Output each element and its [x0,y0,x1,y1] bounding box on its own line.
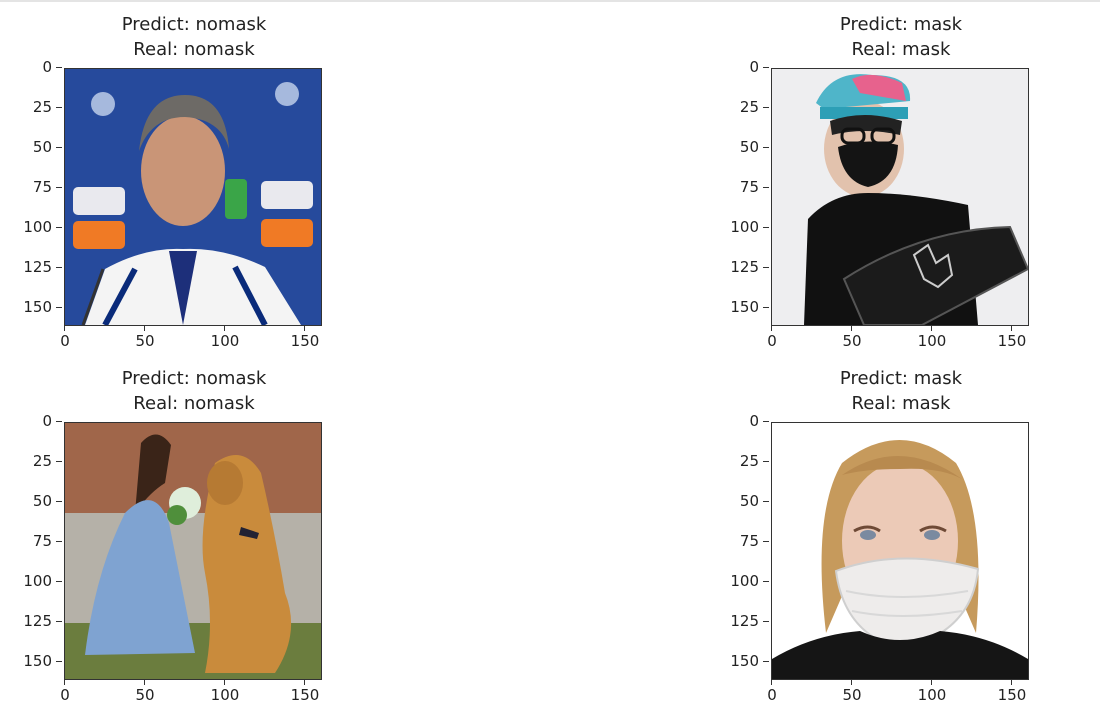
panel-title: Predict: nomask Real: nomask [64,366,324,416]
figure-panel-1: Predict: nomask Real: nomask 0 25 50 75 100 1… [23,12,324,350]
image-axes [771,68,1029,326]
figure-panel-2: Predict: mask Real: mask 0 25 50 75 100 125 15… [730,12,1031,350]
y-tick-label: 50 [715,492,769,510]
x-tick-label: 50 [832,326,872,350]
figure-panel-4: Predict: mask Real: mask 0 25 50 75 100 125 15… [730,366,1031,704]
predict-label: Predict: nomask [121,368,267,389]
y-tick-label: 25 [8,452,62,470]
panel-title: Predict: nomask Real: nomask [64,12,324,62]
x-tick-label: 100 [205,680,245,704]
x-tick-label: 100 [912,326,952,350]
y-tick-label: 25 [715,452,769,470]
man-at-press-conference-image [65,69,321,325]
y-tick-label: 0 [8,58,62,76]
y-tick-label: 50 [715,138,769,156]
image-axes [64,68,322,326]
x-tick-label: 150 [992,326,1032,350]
x-tick-label: 0 [45,326,85,350]
x-tick-label: 50 [125,326,165,350]
y-tick-label: 25 [8,98,62,116]
woman-with-white-mask-image [772,423,1028,679]
y-tick-label: 125 [8,258,62,276]
predict-label: Predict: nomask [121,14,267,35]
figure-panel-3: Predict: nomask Real: nomask 0 25 50 75 100 1… [23,366,324,704]
y-tick-label: 50 [8,138,62,156]
panel-title: Predict: mask Real: mask [771,12,1031,62]
panel-title: Predict: mask Real: mask [771,366,1031,416]
y-tick-label: 150 [715,652,769,670]
y-tick-label: 75 [8,532,62,550]
notebook-output-border [0,0,1100,2]
woman-with-golden-retriever-image [65,423,321,679]
y-tick-label: 100 [8,572,62,590]
real-label: Real: mask [851,39,951,60]
y-tick-label: 0 [715,412,769,430]
image-axes [771,422,1029,680]
y-tick-label: 50 [8,492,62,510]
y-tick-label: 0 [715,58,769,76]
y-tick-label: 150 [8,298,62,316]
x-tick-label: 150 [285,680,325,704]
y-tick-label: 125 [8,612,62,630]
person-with-black-mask-and-cap-image [772,69,1028,325]
x-tick-label: 50 [125,680,165,704]
x-tick-label: 0 [752,326,792,350]
real-label: Real: mask [851,393,951,414]
y-tick-label: 0 [8,412,62,430]
real-label: Real: nomask [133,39,255,60]
x-tick-label: 0 [45,680,85,704]
y-tick-label: 75 [8,178,62,196]
x-tick-label: 100 [912,680,952,704]
x-tick-label: 150 [992,680,1032,704]
y-tick-label: 100 [715,218,769,236]
y-tick-label: 150 [8,652,62,670]
y-tick-label: 150 [715,298,769,316]
x-tick-label: 0 [752,680,792,704]
y-tick-label: 125 [715,612,769,630]
real-label: Real: nomask [133,393,255,414]
x-tick-label: 100 [205,326,245,350]
x-tick-label: 50 [832,680,872,704]
predict-label: Predict: mask [839,14,963,35]
y-tick-label: 100 [8,218,62,236]
y-tick-label: 75 [715,532,769,550]
y-tick-label: 75 [715,178,769,196]
x-tick-label: 150 [285,326,325,350]
predict-label: Predict: mask [839,368,963,389]
y-tick-label: 100 [715,572,769,590]
y-tick-label: 25 [715,98,769,116]
image-axes [64,422,322,680]
y-tick-label: 125 [715,258,769,276]
